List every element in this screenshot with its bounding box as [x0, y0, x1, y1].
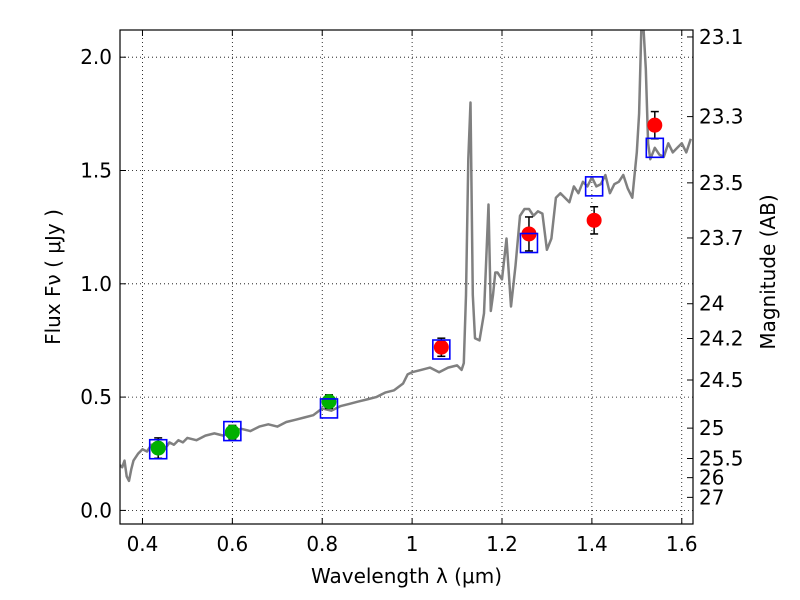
mag-tick-label: 24.5: [699, 368, 744, 392]
photometry-point: [433, 339, 449, 355]
photometry-point: [586, 212, 602, 228]
x-tick-label: 1.4: [576, 532, 608, 556]
x-tick-label: 0.6: [216, 532, 248, 556]
clipped-data: [120, 30, 692, 483]
photometry-point: [321, 394, 337, 410]
y-tick-label: 0.5: [80, 385, 112, 409]
plot-area: [120, 30, 692, 483]
model-flux-marker: [319, 398, 339, 419]
x-tick-label: 0.8: [306, 532, 338, 556]
mag-tick-label: 25.5: [699, 446, 744, 470]
mag-tick-label: 23.1: [699, 25, 744, 49]
mag-tick-label: 23.5: [699, 171, 744, 195]
axes-frame: [119, 29, 694, 525]
y-tick-label: 1.5: [80, 158, 112, 182]
y-tick-label: 2.0: [80, 45, 112, 69]
x-tick-label: 1.2: [486, 532, 518, 556]
mag-tick-label: 26: [699, 466, 724, 490]
model-spectrum-line: [120, 30, 692, 483]
axis-ticks: 0.4 0.6 0.8 1 1.2 1.4 1.6 0.0 0.5 1.0 1.5 2.0 23.1 23…: [80, 25, 743, 556]
model-flux-marker: [148, 438, 168, 460]
mag-tick-label: 24.2: [699, 327, 744, 351]
right-axis-label: Magnitude (AB): [756, 194, 780, 349]
y-tick-label: 0.0: [80, 498, 112, 522]
x-tick-label: 1: [406, 532, 419, 556]
x-tick-label: 0.4: [127, 532, 159, 556]
mag-tick-label: 24: [699, 292, 724, 316]
mag-tick-label: 23.7: [699, 226, 744, 250]
model-flux-marker: [519, 232, 539, 254]
mag-tick-label: 23.3: [699, 105, 744, 129]
x-axis-label: Wavelength λ (μm): [311, 564, 502, 588]
photometry-point: [647, 117, 663, 133]
photometry-point: [150, 440, 166, 456]
x-tick-label: 1.6: [666, 532, 698, 556]
y-tick-label: 1.0: [80, 272, 112, 296]
photometry-point: [224, 424, 240, 440]
model-flux-marker: [645, 137, 665, 159]
model-flux-marker: [223, 420, 242, 442]
y-axis-label: Flux Fν ( μJy ): [41, 209, 65, 345]
mag-tick-label: 27: [699, 485, 724, 509]
model-flux-marker: [584, 176, 604, 197]
model-flux-marker: [432, 339, 451, 360]
mag-tick-label: 25: [699, 416, 724, 440]
